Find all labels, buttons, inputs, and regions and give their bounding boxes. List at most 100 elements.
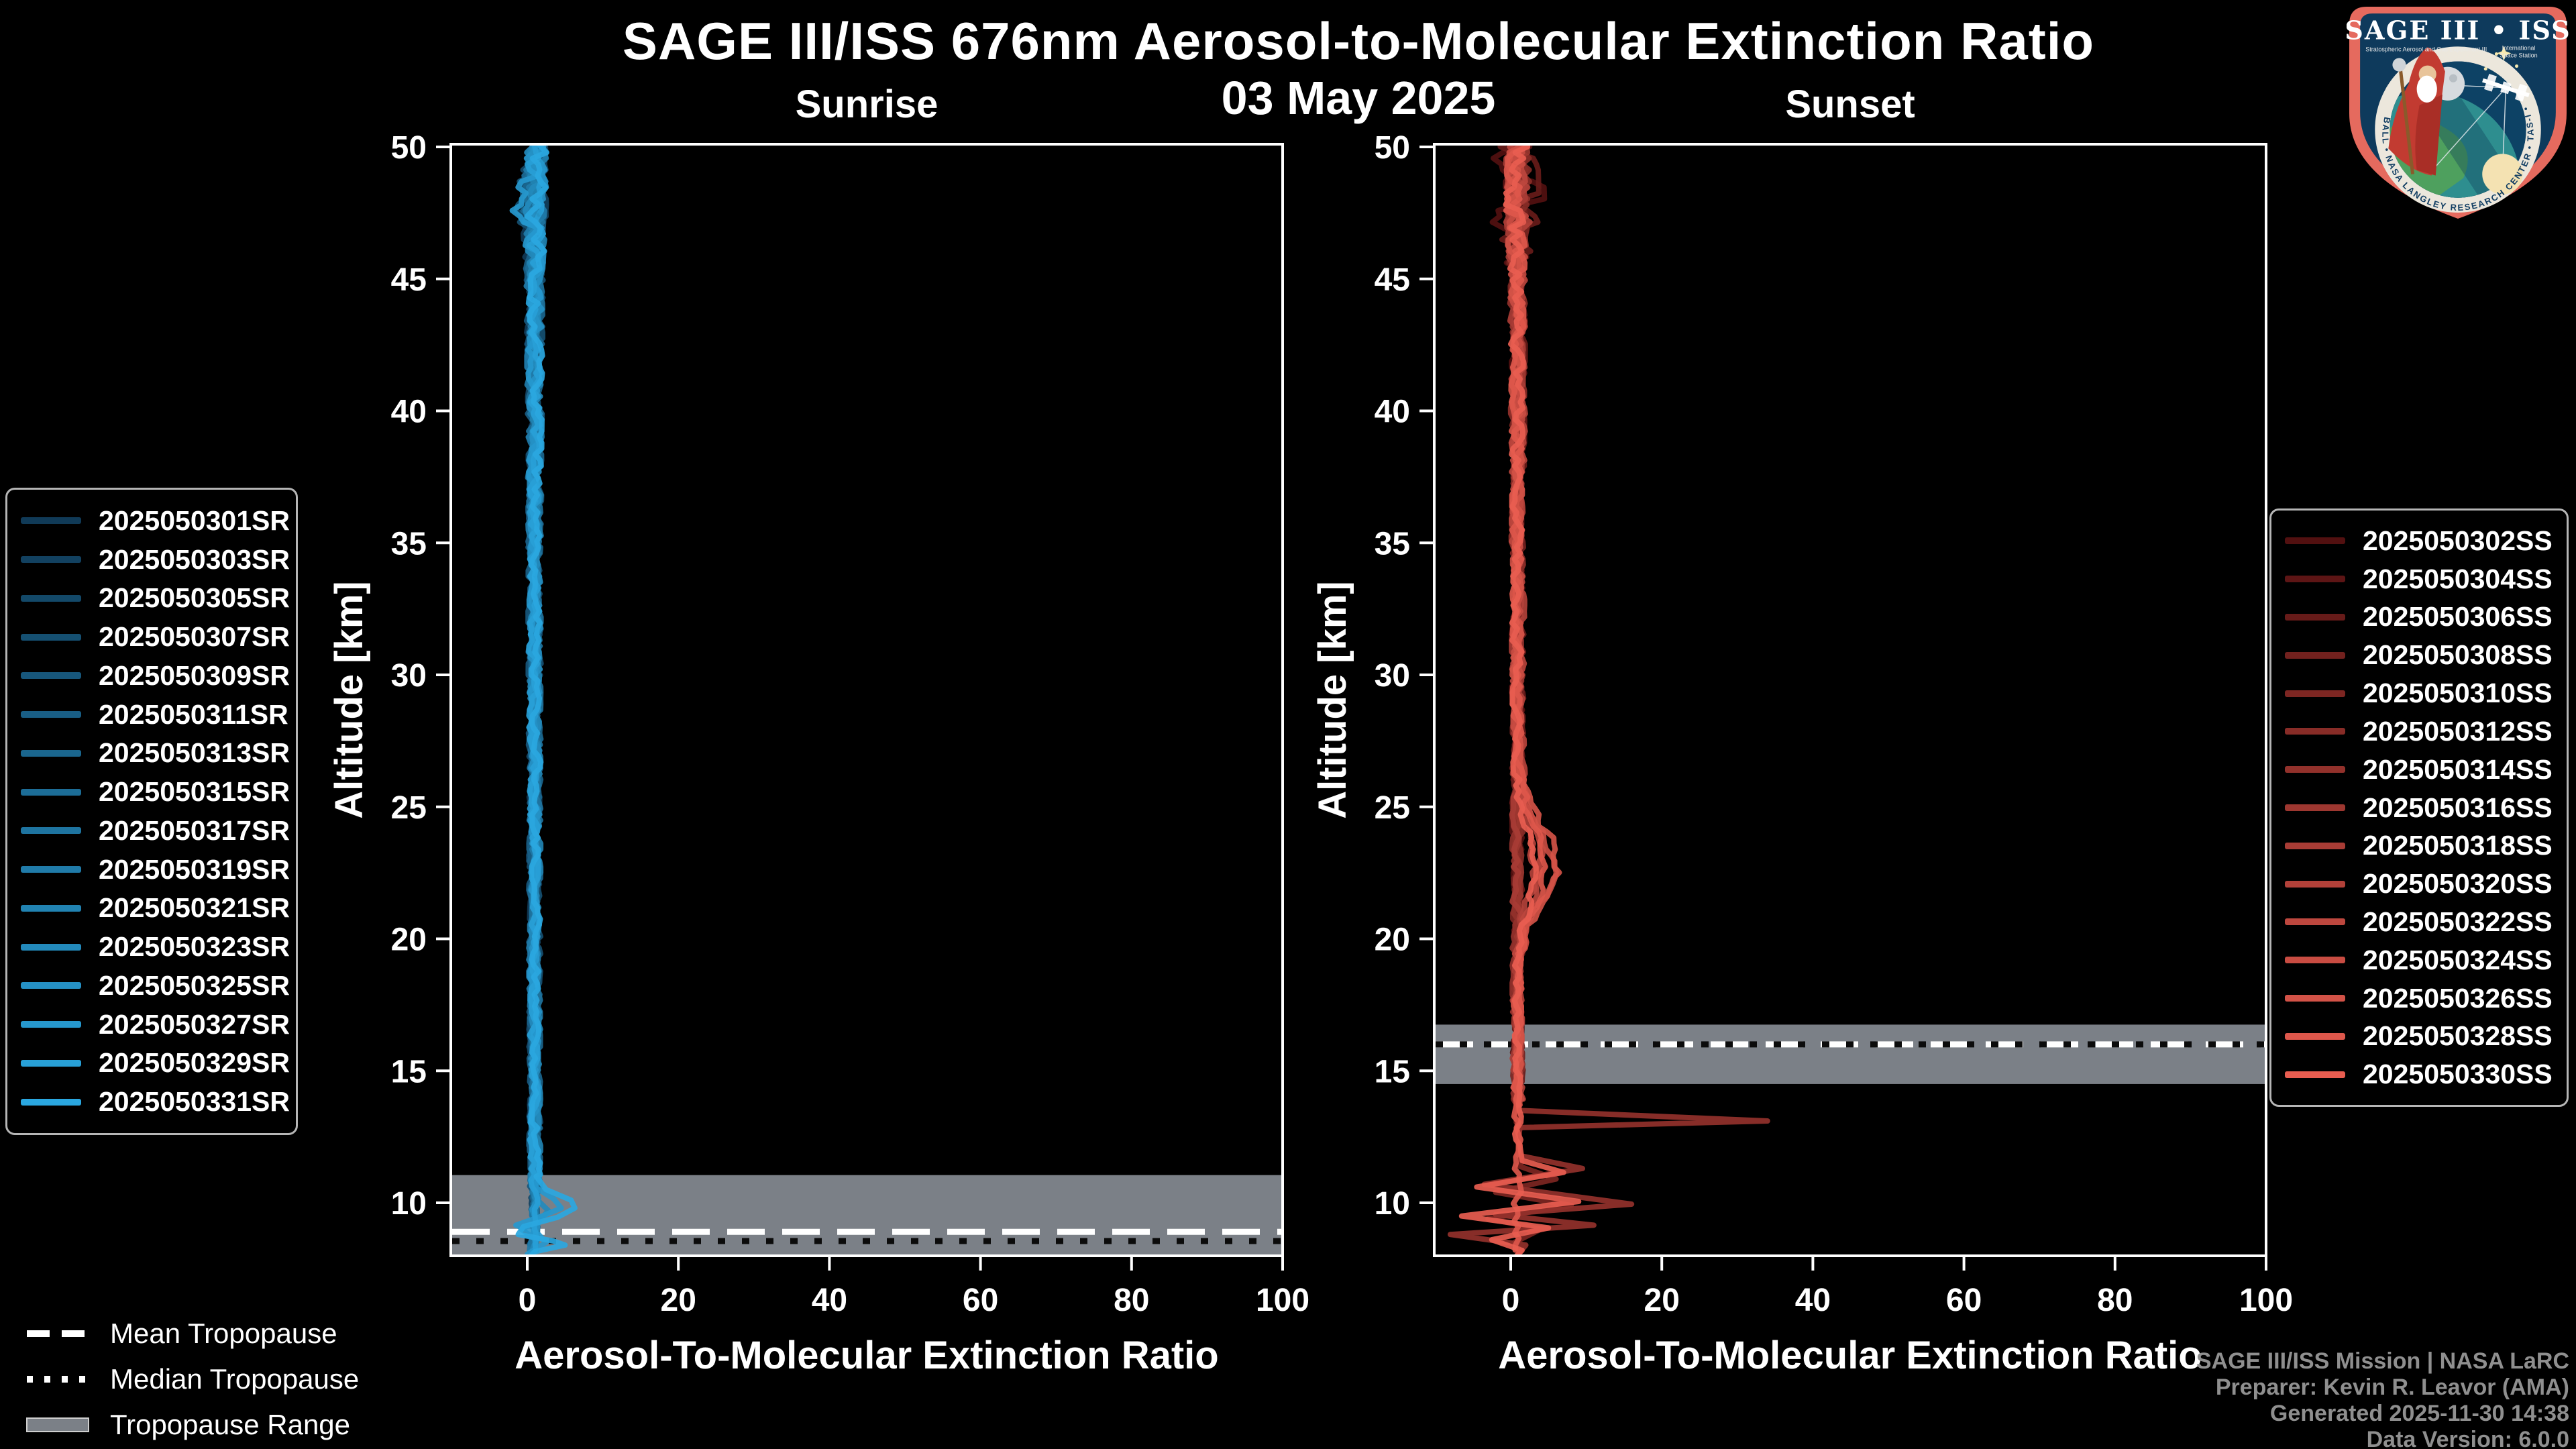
legend-event-label: 2025050312SS bbox=[2363, 715, 2553, 747]
legend-event-label: 2025050319SR bbox=[99, 853, 290, 885]
x-tick-label-sunrise: 0 bbox=[519, 1283, 537, 1318]
legend-event-label: 2025050303SR bbox=[99, 543, 290, 575]
legend-item-2025050303SR: 2025050303SR bbox=[7, 544, 296, 576]
legend-item-2025050306SS: 2025050306SS bbox=[2271, 601, 2567, 633]
x-tick-label-sunset: 60 bbox=[1946, 1283, 1982, 1318]
mean-tropopause-line-swatch bbox=[27, 1330, 89, 1337]
stars bbox=[2483, 46, 2519, 71]
legend-line-swatch bbox=[2285, 1071, 2345, 1078]
attribution-generated: Generated 2025-11-30 14:38 bbox=[2269, 1401, 2569, 1426]
y-tick-label-sunrise: 40 bbox=[391, 394, 427, 430]
y-tick-label-sunrise: 25 bbox=[391, 790, 427, 826]
legend-event-label: 2025050316SS bbox=[2363, 792, 2553, 823]
attribution-data-version: Data Version: 6.0.0 bbox=[2366, 1427, 2569, 1449]
legend-item-2025050320SS: 2025050320SS bbox=[2271, 868, 2567, 900]
legend-item-2025050318SS: 2025050318SS bbox=[2271, 830, 2567, 861]
legend-item-2025050317SR: 2025050317SR bbox=[7, 815, 296, 847]
legend-line-swatch bbox=[21, 633, 81, 641]
legend-line-swatch bbox=[2285, 995, 2345, 1002]
sun-icon bbox=[2482, 154, 2523, 195]
legend-row-median-tropopause: Median Tropopause bbox=[24, 1360, 359, 1398]
legend-item-2025050319SR: 2025050319SR bbox=[7, 854, 296, 885]
legend-item-2025050329SR: 2025050329SR bbox=[7, 1047, 296, 1079]
legend-line-swatch bbox=[2285, 537, 2345, 545]
y-tick-label-sunset: 25 bbox=[1375, 790, 1410, 826]
profile-line-2025050310SS bbox=[1485, 144, 1574, 1256]
legend-item-2025050312SS: 2025050312SS bbox=[2271, 716, 2567, 747]
tropopause-range-swatch bbox=[26, 1417, 89, 1432]
y-tick-label-sunset: 15 bbox=[1375, 1054, 1410, 1089]
y-tick-label-sunset: 40 bbox=[1375, 394, 1410, 430]
legend-item-2025050315SR: 2025050315SR bbox=[7, 776, 296, 808]
legend-event-label: 2025050326SS bbox=[2363, 982, 2553, 1014]
legend-line-swatch bbox=[21, 866, 81, 873]
legend-event-label: 2025050320SS bbox=[2363, 868, 2553, 900]
profile-line-2025050331SR bbox=[515, 144, 578, 1256]
legend-line-swatch bbox=[2285, 613, 2345, 621]
x-tick-label-sunset: 100 bbox=[2239, 1283, 2293, 1318]
legend-line-swatch bbox=[21, 904, 81, 912]
legend-line-swatch bbox=[2285, 728, 2345, 735]
legend-item-2025050304SS: 2025050304SS bbox=[2271, 564, 2567, 595]
x-axis-title-sunset: Aerosol-To-Molecular Extinction Ratio bbox=[1498, 1334, 2202, 1377]
legend-item-2025050324SS: 2025050324SS bbox=[2271, 945, 2567, 976]
y-tick-label-sunrise: 50 bbox=[391, 130, 427, 166]
plot-area-sunrise bbox=[452, 144, 1281, 1256]
legend-line-swatch bbox=[21, 556, 81, 563]
legend-event-label: 2025050321SR bbox=[99, 892, 290, 924]
legend-line-swatch bbox=[21, 1098, 81, 1106]
x-tick-label-sunset: 80 bbox=[2097, 1283, 2133, 1318]
profile-line-2025050330SS bbox=[1458, 144, 1582, 1256]
legend-item-2025050305SR: 2025050305SR bbox=[7, 582, 296, 614]
legend-line-swatch bbox=[21, 1059, 81, 1067]
legend-line-swatch bbox=[2285, 576, 2345, 583]
legend-event-label: 2025050330SS bbox=[2363, 1059, 2553, 1090]
legend-event-label: 2025050314SS bbox=[2363, 753, 2553, 785]
legend-row-mean-tropopause: Mean Tropopause bbox=[24, 1315, 337, 1352]
legend-line-swatch bbox=[2285, 804, 2345, 811]
legend-item-2025050325SR: 2025050325SR bbox=[7, 970, 296, 1002]
y-tick-label-sunset: 30 bbox=[1375, 658, 1410, 694]
sunset-event-legend: 2025050302SS 2025050304SS 2025050306SS 2025… bbox=[2269, 508, 2569, 1107]
legend-event-label: 2025050305SR bbox=[99, 582, 290, 614]
legend-line-swatch bbox=[21, 827, 81, 835]
legend-item-2025050322SS: 2025050322SS bbox=[2271, 906, 2567, 938]
patch-ring bbox=[2375, 46, 2541, 213]
legend-line-swatch bbox=[2285, 690, 2345, 697]
father-time-figure bbox=[2388, 47, 2445, 176]
y-tick-label-sunrise: 35 bbox=[391, 526, 427, 561]
legend-event-label: 2025050322SS bbox=[2363, 906, 2553, 937]
legend-item-2025050310SS: 2025050310SS bbox=[2271, 678, 2567, 709]
profile-line-2025050314SS bbox=[1447, 144, 1770, 1256]
occultation-ray-limb bbox=[2428, 87, 2506, 175]
x-axis-title-sunrise: Aerosol-To-Molecular Extinction Ratio bbox=[515, 1334, 1218, 1377]
legend-item-2025050328SS: 2025050328SS bbox=[2271, 1020, 2567, 1052]
legend-line-swatch bbox=[2285, 1032, 2345, 1040]
patch-subtitle-right-1: International bbox=[2502, 44, 2536, 51]
legend-event-label: 2025050304SS bbox=[2363, 563, 2553, 594]
y-axis-title-sunrise: Altitude [km] bbox=[327, 581, 371, 818]
attribution-block: SAGE III/ISS Mission | NASA LaRC Prepare… bbox=[2196, 1348, 2569, 1449]
legend-line-swatch bbox=[2285, 651, 2345, 659]
axes-spines-sunset bbox=[1433, 143, 2267, 1257]
legend-event-label: 2025050311SR bbox=[99, 698, 288, 730]
y-tick-label-sunrise: 10 bbox=[391, 1186, 427, 1222]
legend-event-label: 2025050325SR bbox=[99, 969, 290, 1001]
legend-event-label: 2025050329SR bbox=[99, 1047, 290, 1079]
legend-line-swatch bbox=[21, 672, 81, 680]
x-tick-label-sunrise: 100 bbox=[1256, 1283, 1309, 1318]
legend-event-label: 2025050308SS bbox=[2363, 639, 2553, 671]
attribution-mission: SAGE III/ISS Mission | NASA LaRC bbox=[2196, 1348, 2569, 1374]
patch-subtitle-right-2: Space Station bbox=[2500, 52, 2537, 59]
legend-event-label: 2025050309SR bbox=[99, 659, 290, 691]
patch-subtitle-left: Stratospheric Aerosol and Gas Experiment… bbox=[2365, 46, 2487, 52]
legend-line-swatch bbox=[21, 711, 81, 718]
legend-item-2025050307SR: 2025050307SR bbox=[7, 621, 296, 653]
tropopause-range-band-sunset bbox=[1436, 1024, 2265, 1084]
legend-line-swatch bbox=[2285, 842, 2345, 849]
y-tick-label-sunset: 50 bbox=[1375, 130, 1410, 166]
attribution-preparer: Preparer: Kevin R. Leavor (AMA) bbox=[2215, 1375, 2569, 1400]
legend-item-2025050301SR: 2025050301SR bbox=[7, 505, 296, 537]
median-tropopause-label: Median Tropopause bbox=[110, 1363, 360, 1395]
legend-item-2025050327SR: 2025050327SR bbox=[7, 1009, 296, 1040]
